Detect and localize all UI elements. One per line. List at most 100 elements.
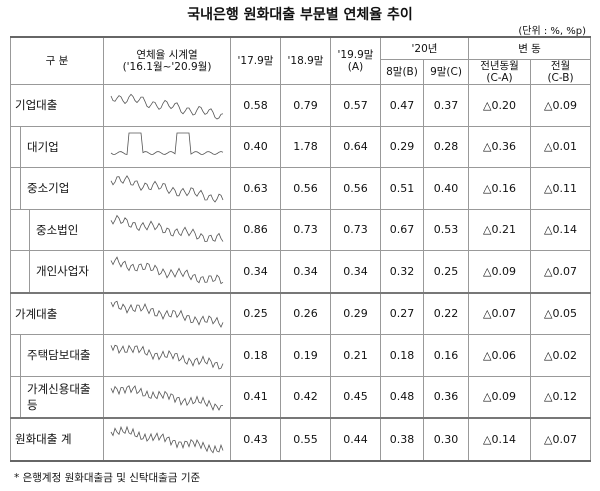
value-cell: 0.38 <box>380 417 424 462</box>
value-cell: △0.07 <box>468 291 532 335</box>
sparkline-line <box>110 93 224 120</box>
table-row: 대기업 0.40 1.78 0.64 0.29 0.28 △0.36 △0.01 <box>10 125 592 168</box>
header-cell: '20년 <box>379 36 470 60</box>
row-label-cell: 원화대출 계 <box>10 417 104 462</box>
value-cell: △0.11 <box>530 167 592 210</box>
header-cell: '17.9말 <box>230 36 281 85</box>
row-label-cell: 중소법인 <box>10 208 104 251</box>
value-cell: △0.06 <box>468 334 532 377</box>
value-cell: 0.19 <box>280 334 331 377</box>
value-cell: 0.22 <box>422 291 470 335</box>
sparkline <box>110 300 224 329</box>
value-cell: 0.25 <box>230 291 281 335</box>
header-text: (A) <box>347 61 364 73</box>
header-text: (C-B) <box>547 72 574 84</box>
sparkline-cell <box>103 167 231 210</box>
sparkline-cell <box>103 334 231 377</box>
sparkline <box>110 174 224 203</box>
header-text: 연체율 시계열 <box>136 49 198 61</box>
row-label-cell: 중소기업 <box>10 167 104 210</box>
value-cell: △0.05 <box>530 291 592 335</box>
value-cell: 0.16 <box>422 334 470 377</box>
value-cell: 0.40 <box>422 167 470 210</box>
title: 국내은행 원화대출 부문별 연체율 추이 <box>187 7 413 23</box>
row-label-cell: 대기업 <box>10 125 104 168</box>
sparkline <box>110 344 224 370</box>
value-cell: 0.30 <box>422 417 470 462</box>
value-cell: 0.79 <box>280 84 331 127</box>
value-cell: 0.51 <box>380 167 424 210</box>
row-label-cell: 개인사업자 <box>10 250 104 293</box>
header-text: 전월 <box>550 60 571 72</box>
table-row: 중소법인 0.86 0.73 0.73 0.67 0.53 △0.21 △0.14 <box>10 208 592 251</box>
sparkline-cell <box>103 291 231 335</box>
header-cell: 구 분 <box>10 36 104 85</box>
row-label: 대기업 <box>20 126 103 167</box>
sparkline-cell <box>103 417 231 462</box>
value-cell: 0.29 <box>330 291 381 335</box>
value-cell: △0.07 <box>530 417 592 462</box>
sparkline-line <box>110 300 224 329</box>
sparkline <box>110 132 224 156</box>
header-cell: 전년동월 (C-A) <box>468 59 532 85</box>
sparkline-line <box>110 256 224 284</box>
sparkline-line <box>110 425 224 454</box>
value-cell: 0.34 <box>230 250 281 293</box>
row-label-cell: 기업대출 <box>10 84 104 127</box>
value-cell: 0.27 <box>380 291 424 335</box>
sparkline <box>110 425 224 454</box>
value-cell: 0.37 <box>422 84 470 127</box>
row-label: 가계대출 <box>15 306 58 321</box>
value-cell: 0.18 <box>230 334 281 377</box>
row-label: 주택담보대출 <box>20 335 103 376</box>
value-cell: △0.12 <box>530 375 592 419</box>
value-cell: △0.09 <box>468 250 532 293</box>
value-cell: 0.73 <box>280 208 331 251</box>
table-row: 개인사업자 0.34 0.34 0.34 0.32 0.25 △0.09 △0.07 <box>10 250 592 293</box>
row-label: 원화대출 계 <box>15 432 72 447</box>
value-cell: 0.53 <box>422 208 470 251</box>
row-label: 기업대출 <box>15 98 58 113</box>
row-label-cell: 가계대출 <box>10 291 104 335</box>
table-row: 가계대출 0.25 0.26 0.29 0.27 0.22 △0.07 △0.05 <box>10 291 592 335</box>
row-label: 가계신용대출 등 <box>20 376 103 417</box>
value-cell: 0.41 <box>230 375 281 419</box>
value-cell: 0.21 <box>330 334 381 377</box>
header-cell: 전월 (C-B) <box>530 59 592 85</box>
row-label: 개인사업자 <box>29 251 103 292</box>
sparkline <box>110 214 224 243</box>
value-cell: 0.67 <box>380 208 424 251</box>
value-cell: 0.63 <box>230 167 281 210</box>
value-cell: 0.45 <box>330 375 381 419</box>
header-text: 전년동월 <box>480 60 519 72</box>
value-cell: △0.21 <box>468 208 532 251</box>
value-cell: 0.18 <box>380 334 424 377</box>
value-cell: △0.09 <box>530 84 592 127</box>
value-cell: 0.26 <box>280 291 331 335</box>
table-row: 중소기업 0.63 0.56 0.56 0.51 0.40 △0.16 △0.11 <box>10 167 592 210</box>
sparkline-line <box>110 132 224 156</box>
value-cell: 0.34 <box>280 250 331 293</box>
sparkline-cell <box>103 208 231 251</box>
sparkline <box>110 93 224 120</box>
value-cell: △0.01 <box>530 125 592 168</box>
value-cell: 0.32 <box>380 250 424 293</box>
value-cell: 0.29 <box>380 125 424 168</box>
sparkline-line <box>110 174 224 203</box>
footnote: * 은행계정 원화대출금 및 신탁대출금 기준 <box>14 472 201 484</box>
row-label: 중소법인 <box>29 209 103 250</box>
row-label-cell: 가계신용대출 등 <box>10 375 104 419</box>
value-cell: 0.44 <box>330 417 381 462</box>
value-cell: 0.36 <box>422 375 470 419</box>
value-cell: 0.43 <box>230 417 281 462</box>
sparkline-line <box>110 344 224 370</box>
value-cell: 1.78 <box>280 125 331 168</box>
table-row: 주택담보대출 0.18 0.19 0.21 0.18 0.16 △0.06 △0.02 <box>10 334 592 377</box>
value-cell: 0.47 <box>380 84 424 127</box>
value-cell: 0.56 <box>330 167 381 210</box>
header-cell: 9말(C) <box>422 59 470 85</box>
sparkline-cell <box>103 84 231 127</box>
table: 구 분 연체율 시계열 ('16.1월~'20.9월) '17.9말 '18.9말… <box>10 36 592 462</box>
row-label-cell: 주택담보대출 <box>10 334 104 377</box>
value-cell: 0.42 <box>280 375 331 419</box>
